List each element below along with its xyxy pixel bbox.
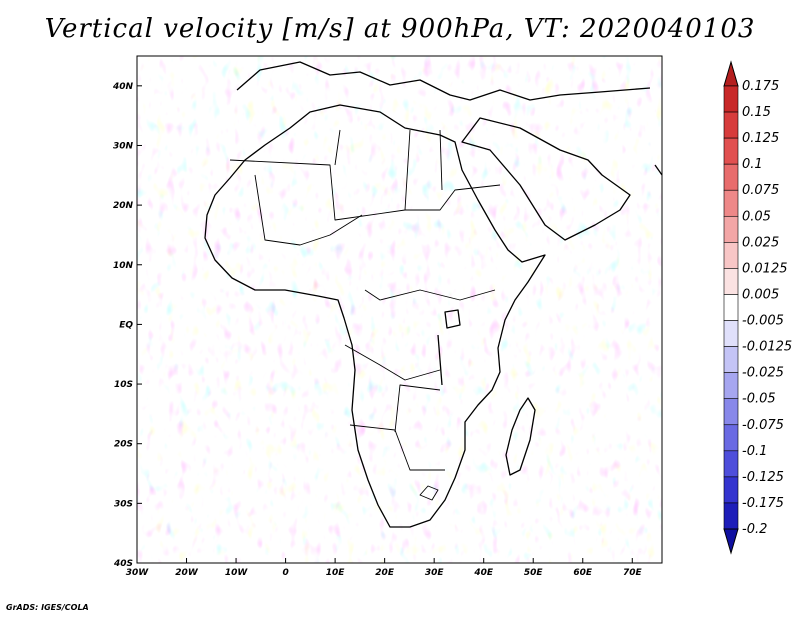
- coastlines: [204, 61, 662, 528]
- colorbar-swatch: [723, 189, 739, 217]
- lon-tick-label: 10E: [326, 568, 346, 578]
- lat-tick-label: 40N: [112, 82, 134, 92]
- colorbar-swatch: [723, 424, 739, 452]
- latitude-axis: 40N 30N 20N 10N EQ 10S 20S 30S 40S: [112, 82, 142, 569]
- lon-tick-label: 0: [282, 568, 288, 578]
- lat-tick-label: 10N: [113, 261, 134, 271]
- colorbar-label: 0.05: [742, 209, 771, 224]
- colorbar-swatch: [723, 476, 739, 504]
- colorbar-swatch: [723, 268, 739, 295]
- colorbar-label: 0.1: [742, 157, 763, 172]
- lat-tick-label: 20S: [114, 440, 133, 450]
- longitude-axis: 30W 20W 10W 0 10E 20E 30E 40E 50E 60E 70E: [126, 558, 643, 578]
- lon-tick-label: 40E: [473, 568, 494, 578]
- country-borders: [229, 129, 501, 501]
- colorbar-label: -0.025: [742, 366, 784, 381]
- colorbar-label: 0.125: [742, 131, 779, 146]
- lat-tick-label: EQ: [119, 320, 133, 330]
- lon-tick-label: 20E: [375, 568, 395, 578]
- colorbar-label: -0.2: [742, 522, 767, 537]
- colorbar-label: 0.005: [742, 287, 779, 302]
- colorbar-label: -0.075: [742, 418, 784, 433]
- lat-tick-label: 10S: [114, 380, 133, 390]
- europe-coastline: [236, 61, 651, 101]
- lake-tanganyika: [437, 334, 443, 386]
- colorbar-swatch: [723, 320, 739, 347]
- colorbar-label: 0.025: [742, 235, 779, 250]
- colorbar-label: -0.125: [742, 470, 784, 485]
- africa-coastline: [204, 104, 546, 528]
- colorbar-min-triangle: [723, 528, 739, 555]
- colorbar-label: -0.175: [742, 496, 784, 511]
- colorbar-label: 0.15: [742, 105, 771, 120]
- colorbar-swatch: [723, 137, 739, 165]
- colorbar-swatch: [723, 85, 739, 113]
- colorbar-label: -0.0125: [742, 340, 792, 355]
- map-frame: [136, 55, 663, 564]
- map-panel: [136, 55, 663, 564]
- colorbar-label: -0.005: [742, 314, 784, 329]
- lat-tick-label: 20N: [113, 201, 134, 211]
- colorbar-swatch: [723, 111, 739, 139]
- colorbar-label: -0.05: [742, 392, 776, 407]
- lake-victoria: [444, 309, 461, 329]
- colorbar-label: 0.075: [742, 183, 779, 198]
- lon-tick-label: 60E: [573, 568, 593, 578]
- colorbar-swatch: [723, 502, 739, 530]
- colorbar-swatch: [723, 294, 739, 321]
- lon-tick-label: 30W: [126, 568, 150, 578]
- lon-tick-label: 50E: [524, 568, 544, 578]
- colorbar: 0.175 0.15 0.125 0.1 0.075 0.05 0.025 0.0125 0.0…: [723, 60, 792, 555]
- lon-tick-label: 70E: [623, 568, 643, 578]
- colorbar-swatch: [723, 215, 739, 243]
- colorbar-label: 0.0125: [742, 261, 788, 276]
- colorbar-swatch: [723, 398, 739, 426]
- colorbar-swatch: [723, 242, 739, 269]
- credit-footer: GrADS: IGES/COLA: [6, 603, 89, 612]
- madagascar-coastline: [505, 397, 536, 476]
- lon-tick-label: 10W: [225, 568, 249, 578]
- lon-tick-label: 30E: [425, 568, 445, 578]
- lat-tick-label: 30S: [114, 499, 133, 509]
- colorbar-swatch: [723, 346, 739, 373]
- colorbar-label: -0.1: [742, 444, 767, 459]
- arabia-coastline: [461, 117, 631, 241]
- map-title: Vertical velocity [m/s] at 900hPa, VT: 2…: [44, 14, 756, 44]
- colorbar-max-triangle: [723, 60, 739, 87]
- lat-tick-label: 40S: [113, 559, 133, 569]
- colorbar-swatch: [723, 163, 739, 191]
- lon-tick-label: 20W: [175, 568, 199, 578]
- colorbar-swatch: [723, 450, 739, 478]
- lat-tick-label: 30N: [113, 141, 134, 151]
- colorbar-swatch: [723, 372, 739, 400]
- colorbar-label: 0.175: [742, 79, 779, 94]
- india-coastline: [654, 164, 662, 176]
- velocity-field: [137, 56, 662, 563]
